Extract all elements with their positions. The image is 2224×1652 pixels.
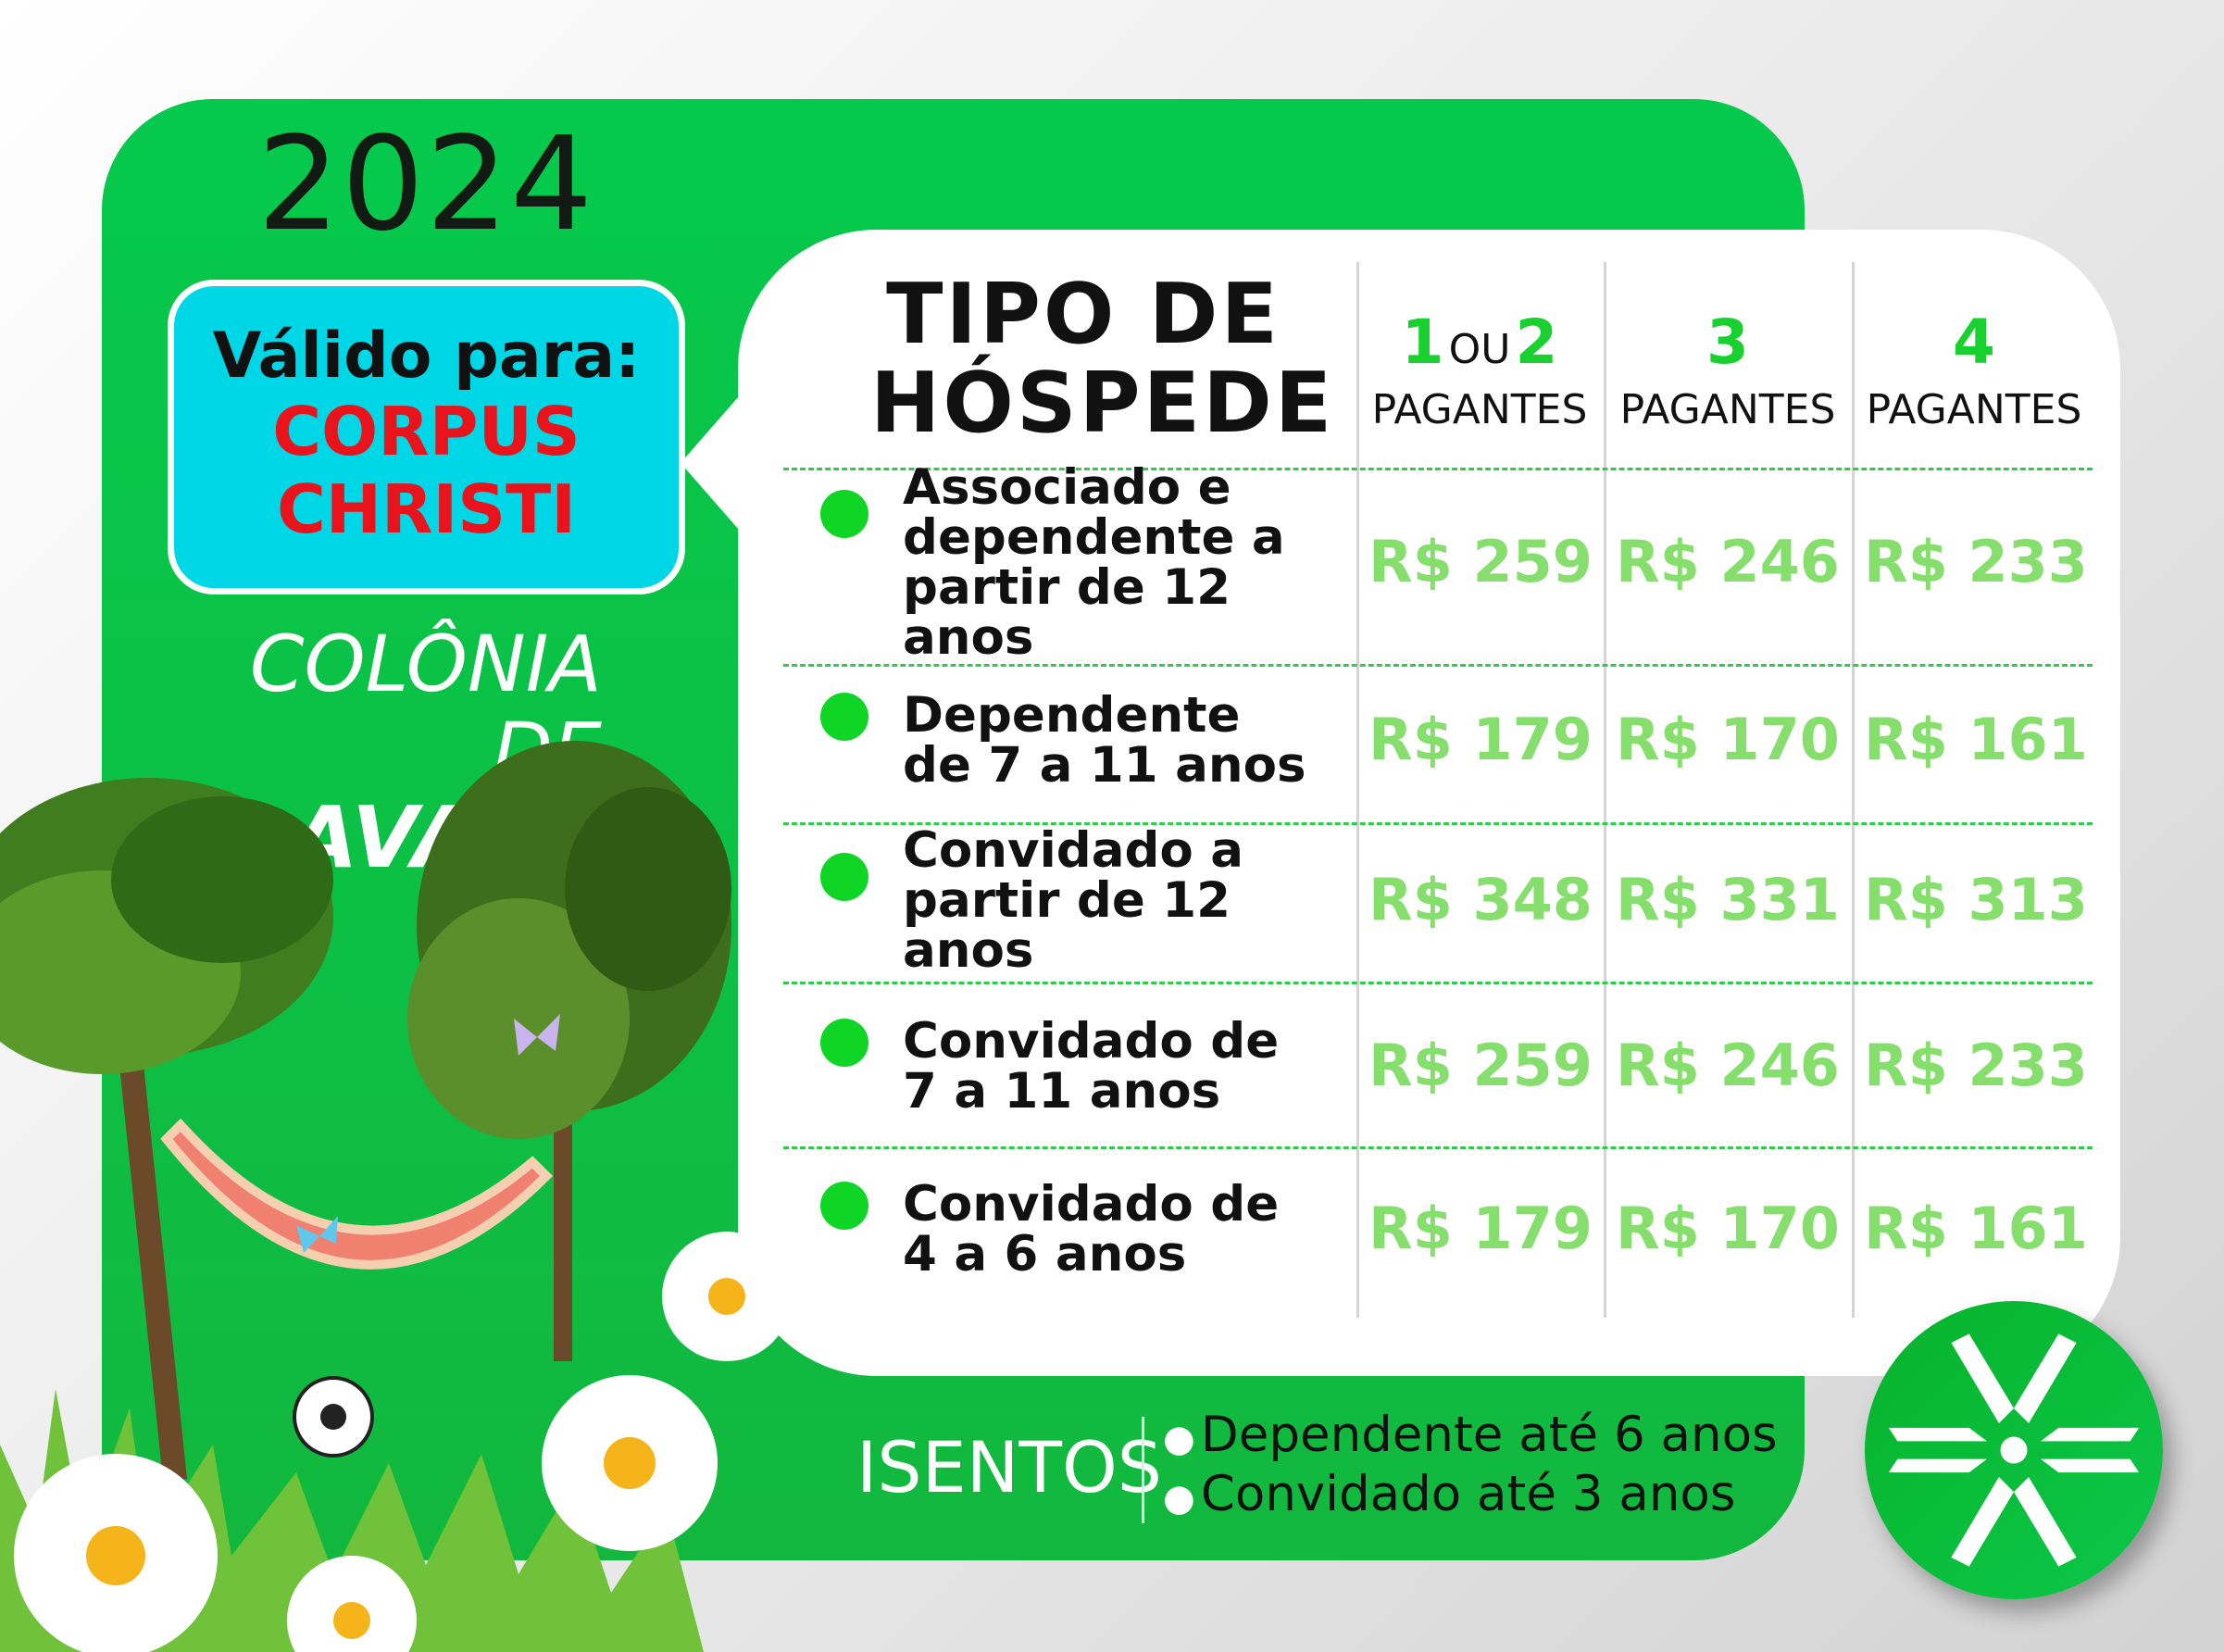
hammock-icon: [160, 1118, 554, 1270]
price-cell: R$ 348: [1368, 866, 1593, 933]
price-cell: R$ 161: [1864, 1195, 2088, 1262]
guest-type-line: partir de 12 anos: [903, 872, 1231, 979]
price-cell: R$ 170: [1616, 706, 1840, 773]
garden-illustration: [0, 741, 792, 1652]
bullet-dot-icon: [820, 1182, 868, 1230]
speech-pointer: [681, 389, 745, 537]
guest-type-line: de 7 a 11 anos: [903, 737, 1306, 794]
price-cell: R$ 313: [1864, 866, 2088, 933]
guest-type-header-line2: HÓSPEDE: [870, 355, 1335, 452]
exempt-title: ISENTOS: [856, 1426, 1163, 1508]
guest-type-label: Associado e dependente a partir de 12 anos: [903, 463, 1347, 663]
price-cell: R$ 170: [1616, 1195, 1840, 1262]
snowflake-logo-icon: [1888, 1333, 2140, 1584]
guest-type-label: Convidado a partir de 12 anos: [903, 826, 1347, 976]
column-divider: [1356, 262, 1359, 1318]
column-divider: [1604, 262, 1606, 1318]
row-divider: [783, 982, 2093, 984]
column-header-3: 3 PAGANTES: [1607, 306, 1848, 441]
butterfly-icon: [296, 1216, 338, 1253]
guest-type-label: Convidado de 4 a 6 anos: [903, 1180, 1347, 1280]
column-header-1-2: 1 OU 2 PAGANTES: [1359, 306, 1600, 441]
price-cell: R$ 246: [1616, 528, 1840, 595]
row-divider: [783, 468, 2093, 470]
bullet-dot-icon: [820, 693, 868, 741]
price-cell: R$ 246: [1616, 1032, 1840, 1099]
guest-type-line: Associado e: [903, 459, 1231, 516]
exempt-divider: [1142, 1417, 1144, 1523]
exempt-item-text: Dependente até 6 anos: [1200, 1407, 1778, 1463]
price-cell: R$ 331: [1616, 866, 1840, 933]
price-cell: R$ 161: [1864, 706, 2088, 773]
logo: [1865, 1301, 2163, 1599]
guest-type-line: Convidado de: [903, 1176, 1280, 1233]
year-title: 2024: [256, 109, 595, 260]
bullet-dot-icon: [820, 490, 868, 538]
row-divider: [783, 822, 2093, 825]
guest-type-line: Dependente: [903, 687, 1241, 744]
valid-for-box: Válido para: CORPUS CHRISTI: [168, 280, 685, 594]
bullet-dot-icon: [820, 1019, 868, 1067]
daisy-icon: [14, 1232, 792, 1652]
valid-label: Válido para:: [212, 319, 641, 393]
price-cell: R$ 233: [1864, 528, 2088, 595]
price-cell: R$ 179: [1368, 1195, 1593, 1262]
exempt-item-text: Convidado até 3 anos: [1200, 1466, 1736, 1522]
column-header-4: 4 PAGANTES: [1854, 306, 2094, 441]
col-label: PAGANTES: [1371, 386, 1588, 433]
column-divider: [1852, 262, 1855, 1318]
col-number: 2: [1515, 307, 1558, 378]
row-divider: [783, 1146, 2093, 1149]
price-cell: R$ 233: [1864, 1032, 2088, 1099]
tree-icon: [0, 778, 333, 1482]
event-name-line1: CORPUS: [272, 393, 581, 470]
guest-type-header: TIPO DE HÓSPEDE: [870, 266, 1335, 452]
guest-type-label: Convidado de 7 a 11 anos: [903, 1017, 1347, 1117]
event-name-line2: CHRISTI: [276, 470, 577, 548]
col-or: OU: [1448, 326, 1511, 373]
price-cell: R$ 259: [1368, 1032, 1593, 1099]
exempt-list: ● Dependente até 6 anos ● Convidado até 3 …: [1163, 1408, 1778, 1526]
price-cell: R$ 179: [1368, 706, 1593, 773]
guest-type-line: Convidado a: [903, 822, 1244, 879]
guest-type-line: 7 a 11 anos: [903, 1063, 1221, 1120]
guest-type-line: Convidado de: [903, 1013, 1280, 1070]
col-number: 1: [1401, 307, 1444, 378]
col-number: 3: [1706, 307, 1749, 378]
col-label: PAGANTES: [1619, 386, 1836, 433]
exempt-item: ● Convidado até 3 anos: [1163, 1466, 1736, 1522]
guest-type-header-line1: TIPO DE: [886, 266, 1281, 363]
tree-icon: [407, 741, 731, 1361]
col-number: 4: [1953, 307, 1995, 378]
exempt-item: ● Dependente até 6 anos: [1163, 1407, 1778, 1463]
guest-type-label: Dependente de 7 a 11 anos: [903, 691, 1347, 791]
butterfly-icon: [514, 1014, 560, 1056]
price-cell: R$ 259: [1368, 528, 1593, 595]
price-table-card: [738, 230, 2120, 1376]
guest-type-line: 4 a 6 anos: [903, 1226, 1187, 1283]
guest-type-line: dependente a: [903, 509, 1285, 566]
bullet-dot-icon: [820, 853, 868, 901]
col-label: PAGANTES: [1866, 386, 2082, 433]
row-divider: [783, 664, 2093, 667]
guest-type-line: partir de 12 anos: [903, 559, 1231, 666]
